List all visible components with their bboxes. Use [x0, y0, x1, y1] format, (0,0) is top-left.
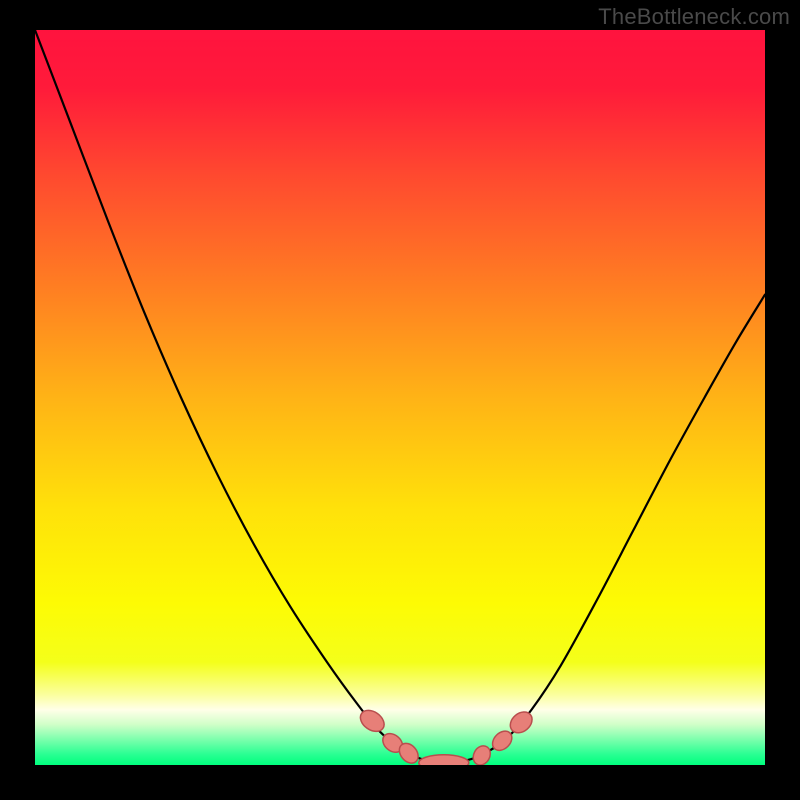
gradient-background — [35, 30, 765, 765]
watermark-text: TheBottleneck.com — [598, 4, 790, 30]
chart-stage: TheBottleneck.com — [0, 0, 800, 800]
bottleneck-chart-svg — [0, 0, 800, 800]
